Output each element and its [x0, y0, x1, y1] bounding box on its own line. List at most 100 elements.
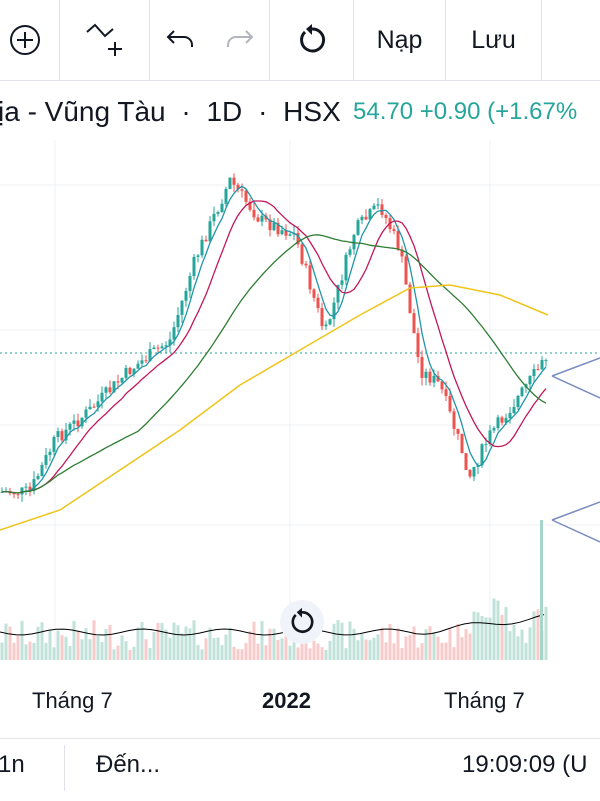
volume-bar	[536, 609, 540, 660]
volume-bar	[152, 631, 156, 660]
redo-icon[interactable]	[222, 25, 256, 55]
volume-bar	[16, 635, 20, 660]
volume-bar	[364, 639, 368, 660]
volume-bar	[524, 642, 528, 660]
ma-fast-line	[1, 185, 547, 494]
volume-bar	[300, 642, 304, 660]
volume-bar	[108, 625, 112, 660]
candle-body	[532, 369, 536, 376]
volume-bar	[276, 639, 280, 660]
candle-body	[12, 493, 16, 495]
indicators-button[interactable]	[60, 0, 150, 80]
candle-body	[528, 375, 532, 385]
symbol-title[interactable]: ịa - Vũng Tàu · 1D · HSX	[0, 96, 341, 128]
symbol-name: ịa - Vũng Tàu	[0, 96, 166, 127]
volume-bar	[172, 622, 176, 660]
volume-bar	[248, 631, 252, 660]
volume-ma-line	[0, 614, 545, 636]
volume-bar	[176, 625, 180, 660]
candle-body	[332, 302, 336, 320]
candle-body	[272, 222, 276, 231]
range-button[interactable]: 1n	[0, 751, 25, 778]
candle-body	[284, 230, 288, 236]
candle-body	[460, 433, 464, 454]
volume-bar	[272, 628, 276, 660]
volume-bar	[52, 647, 56, 660]
candle-body	[56, 431, 60, 437]
candle-body	[216, 212, 220, 214]
volume-bar	[92, 620, 96, 660]
candle-body	[468, 469, 472, 477]
candle-body	[88, 406, 92, 410]
candle-body	[312, 289, 316, 298]
volume-bar	[400, 647, 404, 660]
candle-body	[540, 360, 544, 370]
volume-bar	[240, 649, 244, 660]
candle-body	[140, 360, 144, 364]
candle-body	[108, 387, 112, 393]
volume-bar	[316, 643, 320, 660]
volume-bar	[388, 624, 392, 660]
goto-date-button[interactable]: Đến...	[96, 751, 161, 778]
volume-bar	[436, 636, 440, 660]
bottom-bar: 1n Đến... 19:09:09 (U	[0, 738, 600, 801]
price-chart[interactable]	[0, 140, 600, 660]
candle-body	[172, 327, 176, 340]
candle-body	[36, 476, 40, 480]
ma-slow-line	[1, 234, 547, 494]
volume-bar	[416, 647, 420, 660]
candle-body	[16, 494, 20, 496]
candle-body	[96, 401, 100, 408]
chart-header: ịa - Vũng Tàu · 1D · HSX 54.70 +0.90 (+1…	[0, 90, 600, 138]
annotation-arrow	[551, 501, 600, 521]
candle-body	[456, 428, 460, 434]
candle-body	[52, 436, 56, 452]
volume-bar	[448, 628, 452, 660]
volume-bar	[184, 626, 188, 660]
volume-bar	[396, 628, 400, 660]
candle-body	[480, 444, 484, 466]
candle-body	[412, 313, 416, 334]
reset-button[interactable]	[270, 0, 354, 80]
volume-bar	[384, 642, 388, 660]
chart-reset-button[interactable]	[280, 600, 324, 644]
load-button[interactable]: Nạp	[354, 0, 446, 80]
candle-body	[544, 360, 548, 362]
candle-body	[60, 431, 64, 441]
candle-body	[516, 395, 520, 408]
volume-bar	[500, 614, 504, 660]
clock-label[interactable]: 19:09:09 (U	[462, 751, 588, 778]
volume-bar	[328, 640, 332, 660]
reset-icon	[299, 24, 325, 53]
candle-body	[220, 203, 224, 213]
candle-body	[392, 229, 396, 231]
volume-bar	[268, 628, 272, 660]
volume-bar	[332, 623, 336, 660]
candle-body	[356, 220, 360, 235]
volume-bar	[496, 600, 500, 660]
volume-bar	[468, 633, 472, 660]
candle-body	[64, 429, 68, 441]
candle-body	[492, 428, 496, 431]
add-symbol-button[interactable]	[0, 0, 60, 80]
volume-bar	[440, 642, 444, 660]
volume-bar	[120, 635, 124, 660]
time-axis[interactable]: Tháng 7 2022 Tháng 7	[0, 670, 600, 730]
volume-bar	[476, 612, 480, 660]
candle-body	[116, 381, 120, 383]
reset-icon	[291, 607, 314, 634]
volume-bar	[36, 626, 40, 660]
volume-bar	[104, 629, 108, 660]
volume-bar	[164, 629, 168, 660]
volume-bar	[260, 621, 264, 660]
candle-body	[20, 487, 24, 495]
price-change: 54.70 +0.90 (+1.67%	[353, 98, 578, 125]
candle-body	[320, 308, 324, 327]
volume-bar	[264, 645, 268, 660]
save-button[interactable]: Lưu	[446, 0, 542, 80]
undo-icon[interactable]	[164, 25, 198, 55]
candle-body	[236, 184, 240, 190]
volume-bar	[140, 622, 144, 660]
volume-bar	[408, 635, 412, 660]
volume-bar	[168, 637, 172, 660]
